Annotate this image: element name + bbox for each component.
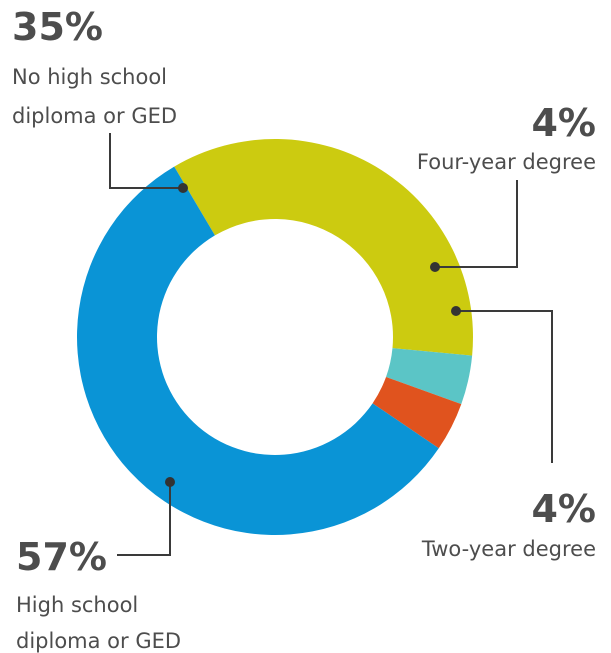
slice-four-year: [386, 348, 473, 405]
category-label-high-school-line2: diploma or GED: [16, 629, 181, 653]
slice-high-school: [77, 166, 439, 535]
slice-no-diploma: [174, 139, 474, 356]
pct-label-four-year: 4%: [531, 101, 596, 145]
category-label-four-year: Four-year degree: [417, 150, 596, 174]
leader-dot-two-year: [451, 306, 461, 316]
pct-label-no-diploma: 35%: [12, 5, 103, 49]
slice-two-year: [372, 376, 462, 449]
leader-dot-no-diploma: [178, 183, 188, 193]
pct-label-two-year: 4%: [531, 487, 596, 531]
category-label-high-school-line1: High school: [16, 593, 138, 617]
leader-line-no-diploma: [109, 133, 183, 189]
donut-slices: [77, 139, 474, 535]
leader-line-high-school: [117, 482, 171, 556]
leader-line-four-year: [435, 180, 518, 268]
leader-dot-high-school: [165, 477, 175, 487]
category-label-two-year: Two-year degree: [421, 537, 596, 561]
category-label-no-diploma-line2: diploma or GED: [12, 104, 177, 128]
leader-line-two-year: [456, 310, 553, 463]
leader-dot-four-year: [430, 262, 440, 272]
pct-label-high-school: 57%: [16, 535, 107, 579]
category-label-no-diploma-line1: No high school: [12, 65, 167, 89]
